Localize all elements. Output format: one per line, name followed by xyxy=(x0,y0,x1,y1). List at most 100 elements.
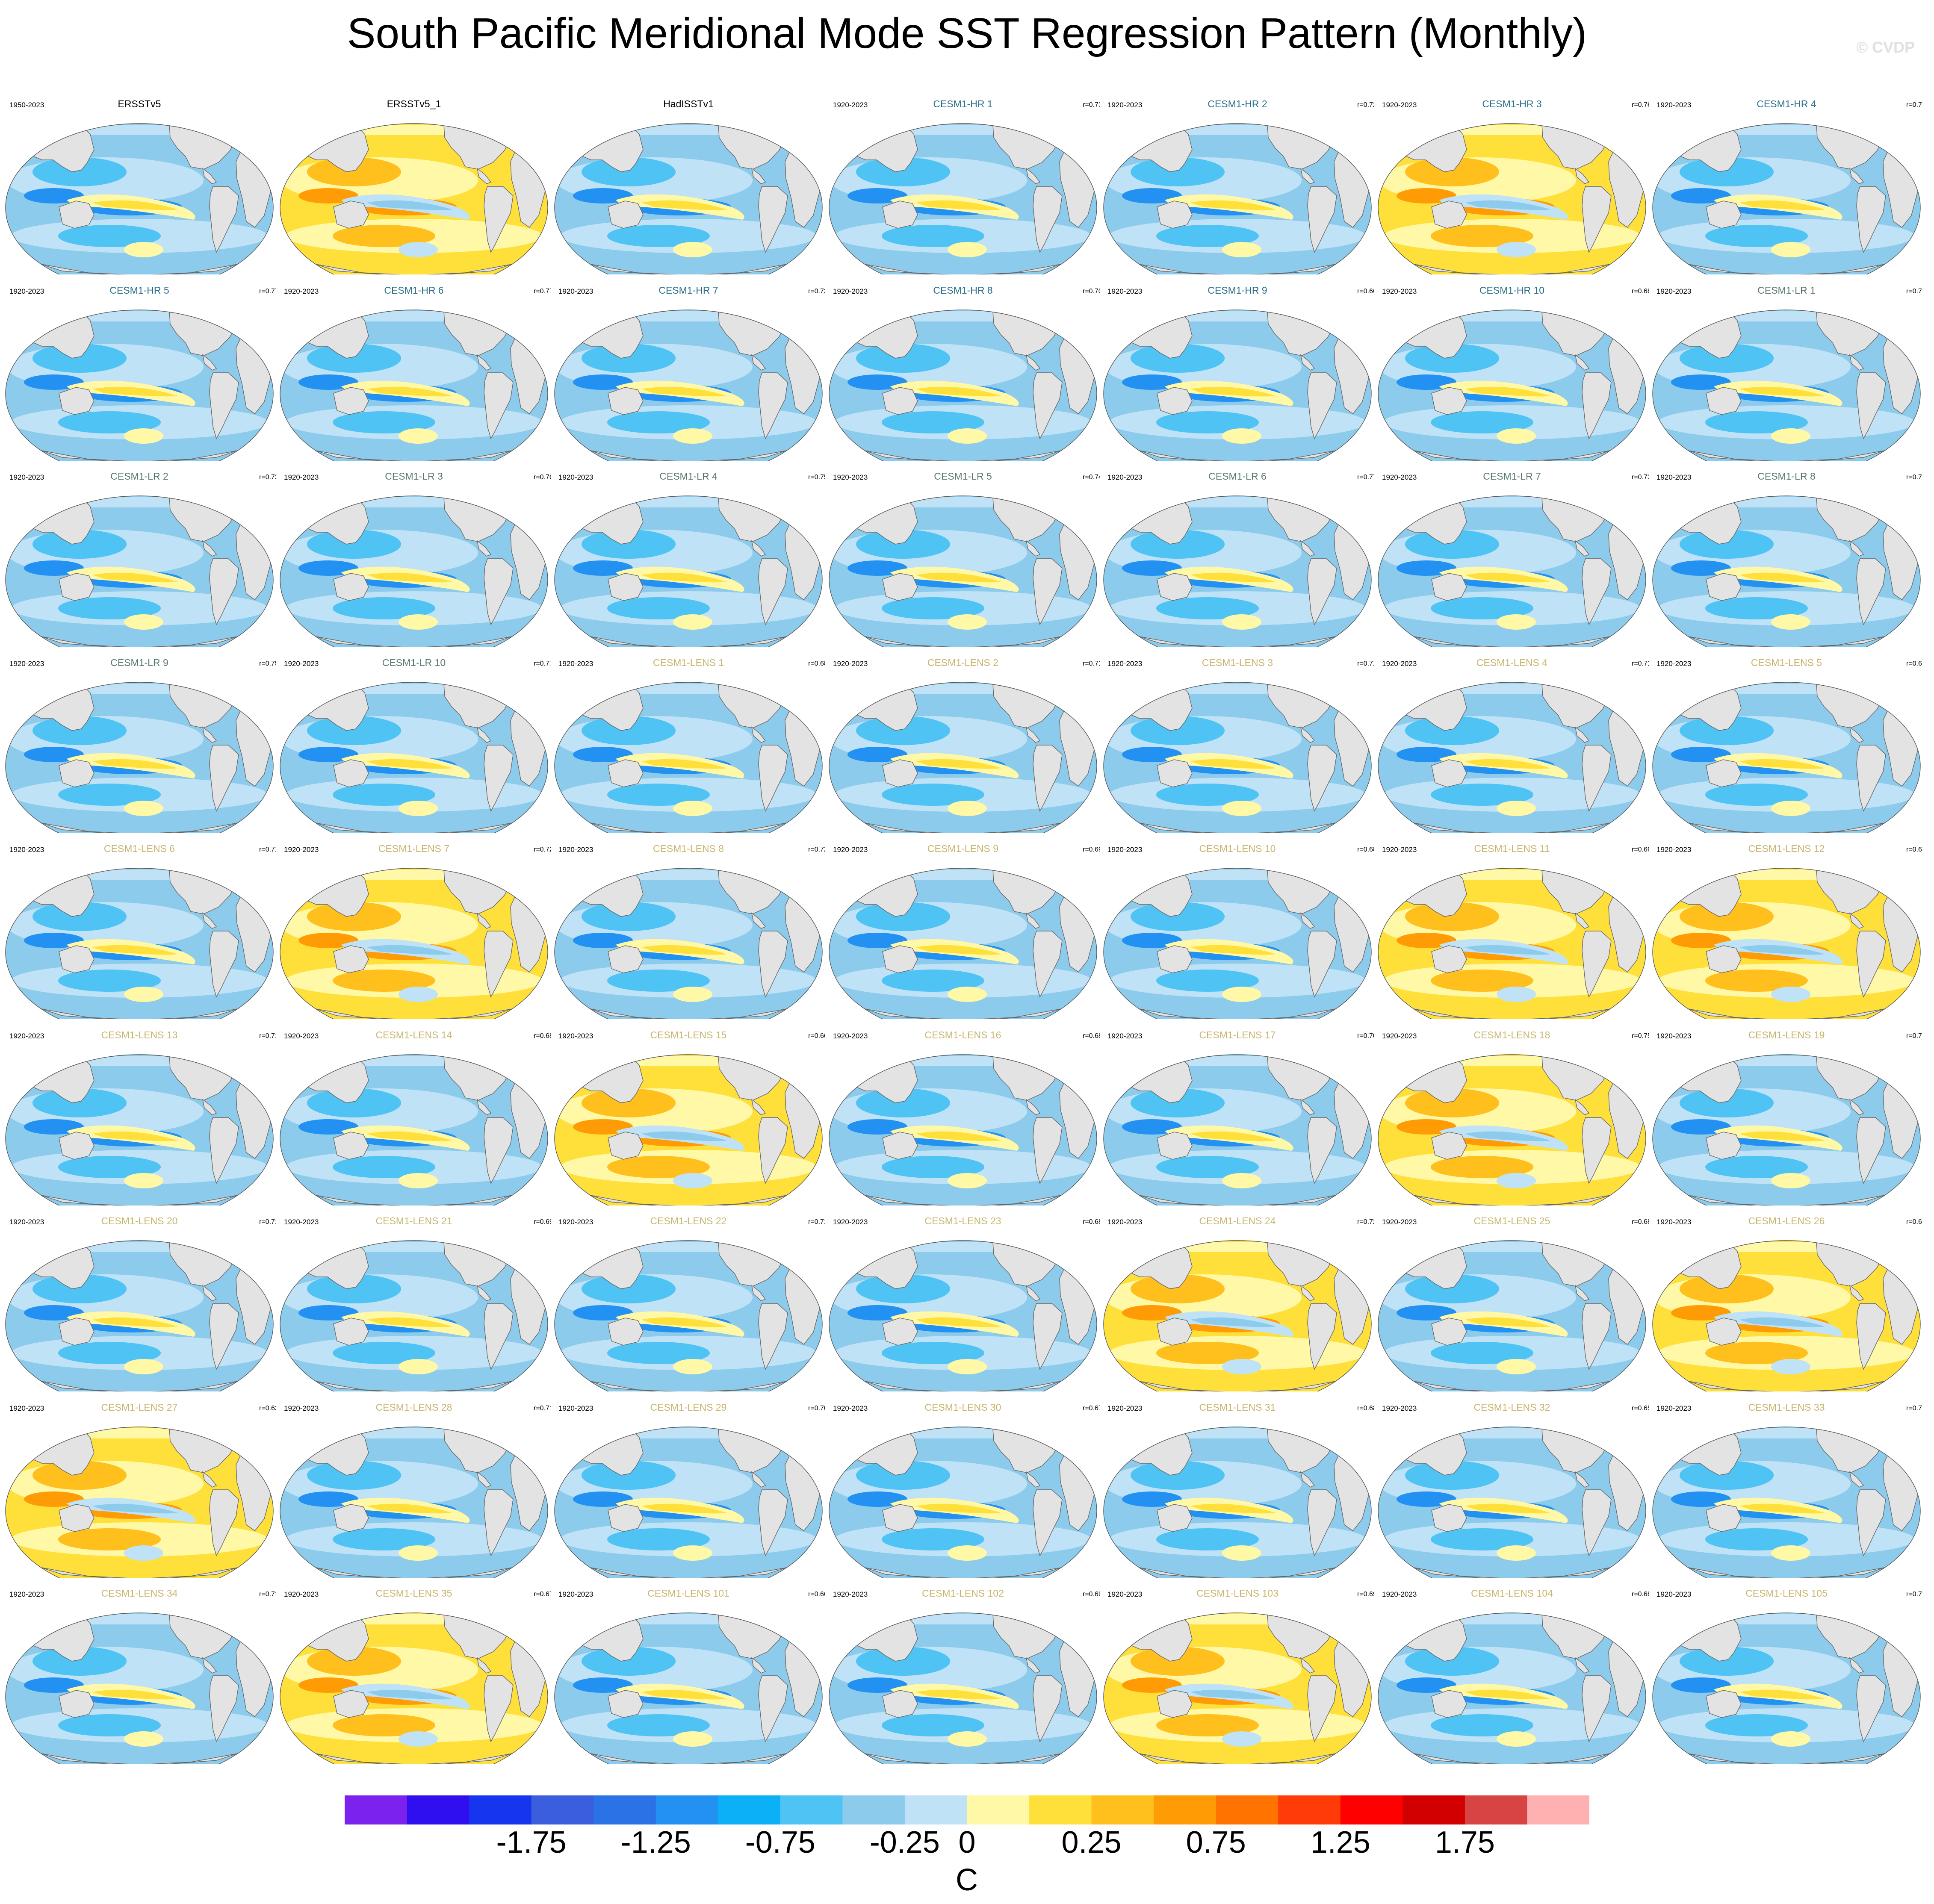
sst-south-pacific-lobe xyxy=(1771,800,1810,816)
sst-field-lobe xyxy=(1705,1714,1808,1736)
sst-field-lobe xyxy=(582,1274,676,1303)
land-mass xyxy=(1300,726,1315,743)
map-outline xyxy=(280,1426,548,1578)
land-mass xyxy=(476,354,492,371)
sst-field-strip xyxy=(1653,1055,1920,1066)
panel-years: 1920-2023 xyxy=(284,1404,319,1412)
land-mass xyxy=(1431,945,1467,973)
sst-equatorial-core xyxy=(1465,759,1550,769)
sst-south-pacific-lobe xyxy=(1497,1173,1536,1188)
land-mass xyxy=(1157,200,1193,229)
sst-south-pacific-lobe xyxy=(1771,242,1810,257)
land-mass xyxy=(209,744,239,812)
map-panel: CESM1-LENS 24 1920-2023 r=0.72 xyxy=(1101,1212,1374,1391)
panel-years: 1920-2023 xyxy=(1382,473,1417,481)
panel-years: 1920-2023 xyxy=(558,1032,593,1040)
sst-regression-map xyxy=(280,309,548,461)
sst-field-lobe xyxy=(307,902,401,931)
sst-field-strip xyxy=(1653,1428,1920,1438)
sst-field-lobe xyxy=(856,716,950,745)
panel-pattern-correlation: r=0.77 xyxy=(259,287,276,295)
sst-field-lobe xyxy=(58,1155,161,1178)
sst-regression-map xyxy=(5,1426,274,1578)
sst-equatorial-core xyxy=(641,572,727,583)
panel-title: CESM1-LENS 32 xyxy=(1473,1401,1550,1413)
land-mass xyxy=(882,1131,918,1160)
map-panel: CESM1-LENS 29 1920-2023 r=0.70 xyxy=(552,1398,825,1578)
panel-pattern-correlation: r=0.69 xyxy=(1083,1591,1100,1598)
sst-regression-map xyxy=(829,309,1097,461)
land-mass xyxy=(1300,540,1315,557)
map-outline xyxy=(1103,868,1372,1019)
panel-pattern-correlation: r=0.6 xyxy=(1906,846,1922,853)
map-panel: CESM1-LENS 6 1920-2023 r=0.71 xyxy=(3,840,276,1019)
map-panel: CESM1-LENS 27 1920-2023 r=0.63 xyxy=(3,1398,276,1578)
land-mass xyxy=(608,1131,644,1160)
panel-years: 1920-2023 xyxy=(1107,287,1143,295)
land-mass xyxy=(484,931,514,998)
sst-field-strip xyxy=(1104,1428,1371,1438)
panel-pattern-correlation: r=0.70 xyxy=(808,1404,825,1412)
map-panel: CESM1-HR 10 1920-2023 r=0.68 xyxy=(1375,281,1649,461)
map-outline xyxy=(280,681,548,833)
sst-regression-map xyxy=(1103,1054,1372,1205)
panel-years: 1920-2023 xyxy=(1382,101,1417,109)
panel-years: 1920-2023 xyxy=(833,659,868,668)
panel-title: CESM1-HR 1 xyxy=(933,98,993,109)
land-mass xyxy=(476,540,492,557)
sst-south-pacific-lobe xyxy=(1497,1731,1536,1747)
land-mass xyxy=(1706,1317,1742,1346)
sst-field-lobe xyxy=(607,970,710,992)
sst-south-pacific-lobe xyxy=(1222,987,1261,1002)
sst-equatorial-core xyxy=(1739,572,1825,583)
panel-years: 1920-2023 xyxy=(833,846,868,854)
panel-title: CESM1-HR 10 xyxy=(1479,284,1545,296)
panel-years: 1920-2023 xyxy=(558,1218,593,1226)
map-outline xyxy=(280,123,548,274)
sst-equatorial-core xyxy=(1739,945,1825,955)
sst-field-strip xyxy=(280,311,548,321)
land-mass xyxy=(333,1690,369,1718)
map-panel: CESM1-LENS 13 1920-2023 r=0.71 xyxy=(3,1026,276,1205)
panel-title: CESM1-LENS 11 xyxy=(1474,843,1550,854)
colorbar-segment xyxy=(1091,1795,1154,1824)
sst-regression-map xyxy=(1652,1426,1921,1578)
sst-regression-map xyxy=(829,1612,1097,1764)
sst-field-lobe xyxy=(58,225,161,247)
sst-equatorial-core xyxy=(1190,1689,1276,1700)
map-panel: CESM1-LR 9 1920-2023 r=0.75 xyxy=(3,654,276,833)
sst-south-pacific-lobe xyxy=(948,1545,987,1561)
sst-field-lobe xyxy=(1131,716,1225,745)
sst-regression-map xyxy=(280,868,548,1019)
sst-field-strip xyxy=(6,1055,273,1066)
sst-field-lobe xyxy=(856,902,950,931)
land-mass xyxy=(1157,1131,1193,1160)
land-mass xyxy=(1574,1471,1590,1488)
map-outline xyxy=(5,1054,274,1205)
sst-regression-map xyxy=(1378,123,1646,274)
land-mass xyxy=(882,573,918,601)
sst-field-strip xyxy=(280,1614,548,1624)
panel-title: CESM1-LENS 20 xyxy=(101,1215,178,1226)
sst-regression-map xyxy=(1103,1240,1372,1391)
land-mass xyxy=(751,540,766,557)
sst-equatorial-core xyxy=(1190,1131,1276,1141)
panel-pattern-correlation: r=0.67 xyxy=(534,1591,551,1598)
panel-title: CESM1-LENS 3 xyxy=(1202,657,1273,668)
panel-title: CESM1-LENS 21 xyxy=(375,1215,452,1226)
land-mass xyxy=(1856,1489,1886,1556)
panel-pattern-correlation: r=0.7 xyxy=(1906,287,1922,295)
sst-regression-map xyxy=(829,681,1097,833)
sst-south-pacific-lobe xyxy=(673,987,712,1002)
land-mass xyxy=(476,912,492,929)
sst-south-pacific-lobe xyxy=(1497,1359,1536,1374)
sst-field-lobe xyxy=(1405,902,1499,931)
sst-south-pacific-lobe xyxy=(1771,428,1810,444)
land-mass xyxy=(1574,1285,1590,1301)
panel-pattern-correlation: r=0.68 xyxy=(534,1032,551,1040)
sst-south-pacific-lobe xyxy=(948,614,987,630)
sst-equatorial-core xyxy=(916,572,1001,583)
sst-field-lobe xyxy=(1131,1088,1225,1117)
colorbar-tick-label: -0.75 xyxy=(745,1825,815,1860)
panel-years: 1920-2023 xyxy=(284,1032,319,1040)
